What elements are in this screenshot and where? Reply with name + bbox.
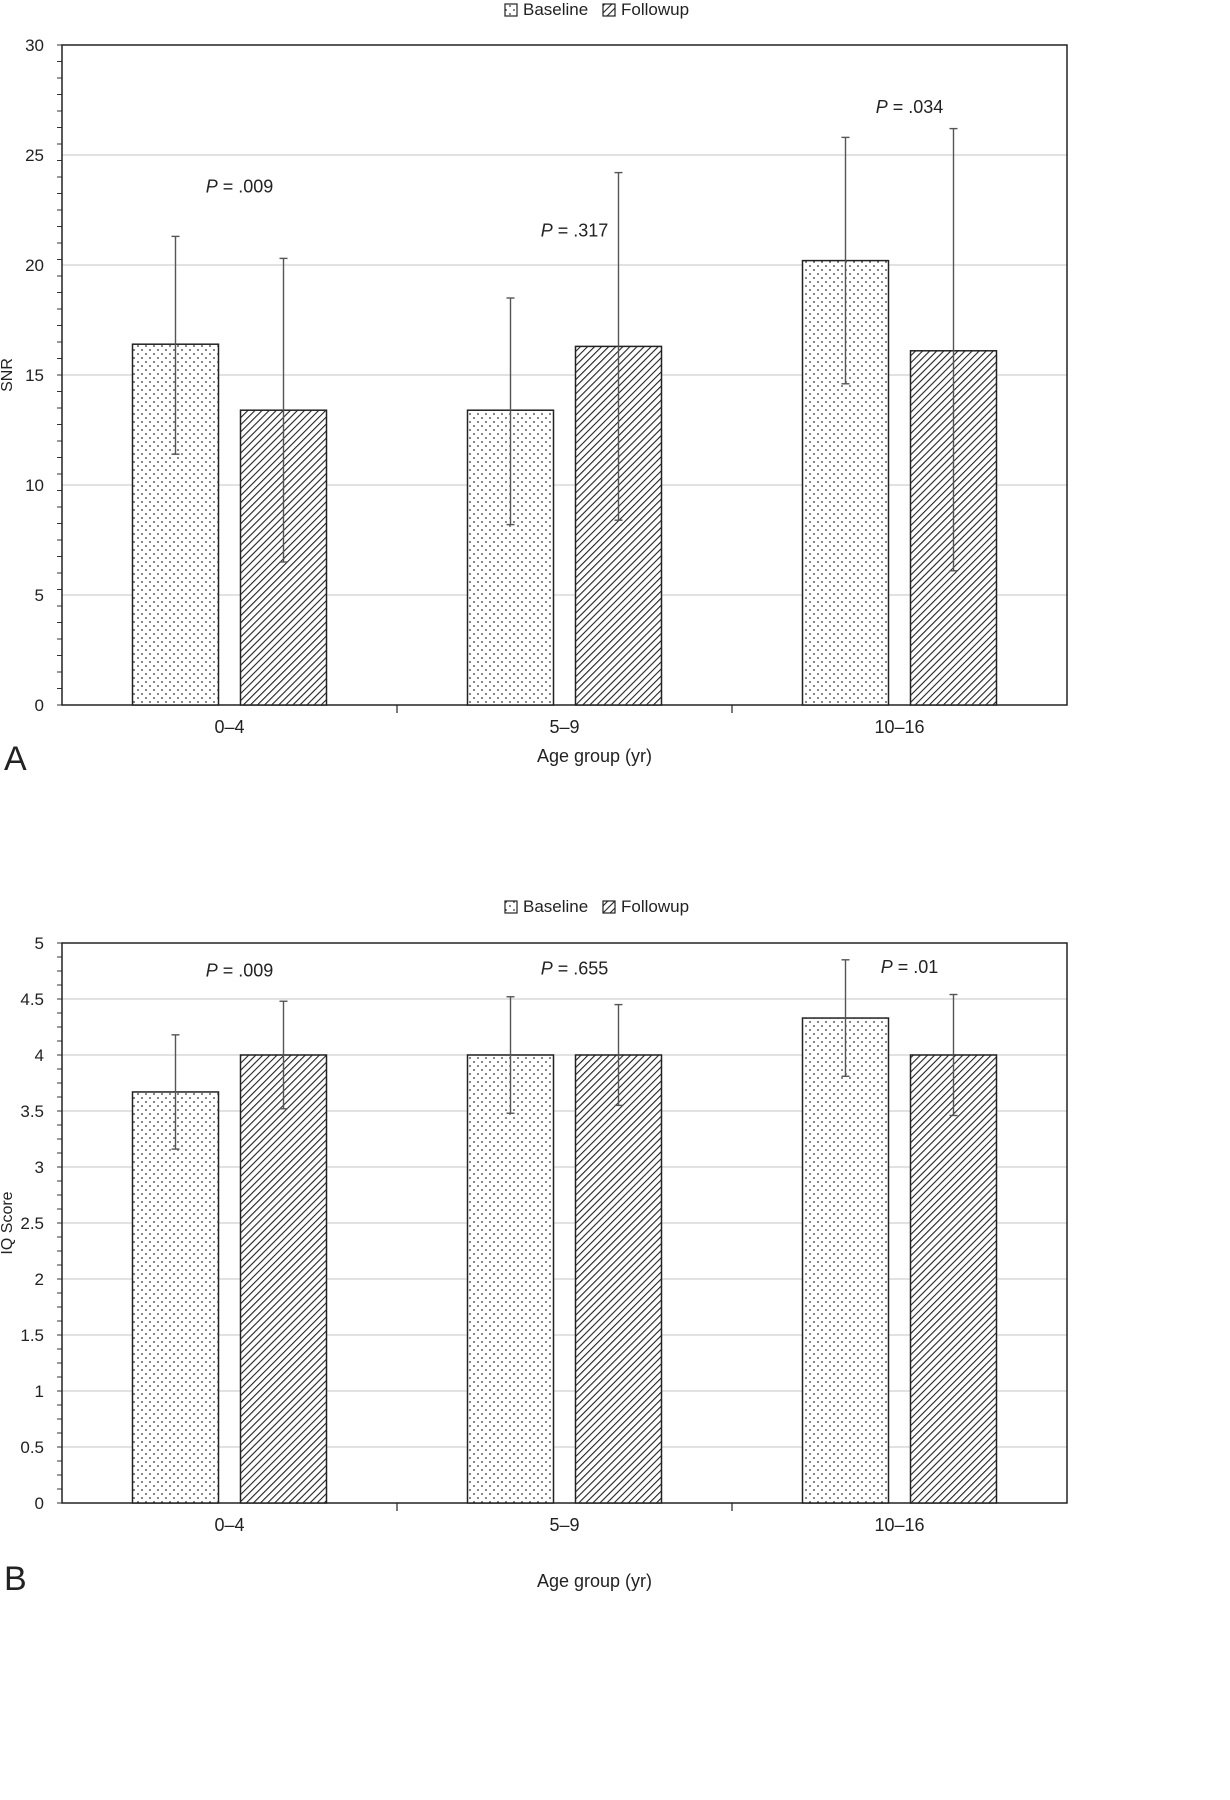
y-tick-label: 3: [35, 1158, 44, 1177]
y-tick-label: 20: [25, 256, 44, 275]
y-tick-label: 30: [25, 36, 44, 55]
legend-swatch-baseline: [504, 3, 518, 17]
bar-followup-2: [909, 1054, 998, 1504]
x-tick-label: 5–9: [549, 717, 579, 737]
chart-legend: Baseline Followup: [504, 0, 689, 19]
y-tick-label: 25: [25, 146, 44, 165]
p-value-annotation: P = .034: [876, 97, 944, 117]
y-tick-label: 4: [35, 1046, 44, 1065]
y-tick-label: 5: [35, 586, 44, 605]
x-tick-label: 10–16: [874, 717, 924, 737]
x-tick-label: 0–4: [214, 1515, 244, 1535]
chart-panel-b: 0 0.5 1 1.5 2 2.5 3 3.5 4 4.5 5 0–4 5–9 10–16 P = .009…: [0, 900, 1230, 1800]
panel-label: B: [4, 1560, 27, 1598]
chart-legend: Baseline Followup: [504, 900, 689, 916]
legend-swatch-baseline: [504, 900, 518, 914]
y-tick-label: 0: [35, 696, 44, 715]
p-value-annotation: P = .655: [541, 958, 609, 978]
y-tick-label: 4.5: [20, 990, 44, 1009]
bar-baseline-1: [466, 1054, 555, 1504]
y-tick-label: 1: [35, 1382, 44, 1401]
y-tick-label: 2: [35, 1270, 44, 1289]
x-tick-label: 0–4: [214, 717, 244, 737]
plot-area: [61, 44, 1068, 706]
x-axis-title: Age group (yr): [537, 746, 652, 766]
y-tick-label: 0: [35, 1494, 44, 1513]
plot-area: [61, 942, 1068, 1504]
legend-swatch-followup: [602, 3, 616, 17]
bar-chart-svg: 0 5 10 15 20 25 30 0–4 5–9 10–16 P = .009 P = .317 P…: [0, 0, 1068, 778]
bar-followup-0: [239, 1054, 328, 1504]
legend-label-baseline: Baseline: [523, 0, 588, 19]
bar-chart-svg: 0 0.5 1 1.5 2 2.5 3 3.5 4 4.5 5 0–4 5–9 10–16 P = .009…: [0, 900, 1068, 1598]
panel-label: A: [4, 740, 27, 778]
p-value-annotation: P = .317: [541, 220, 609, 240]
p-value-annotation: P = .01: [881, 957, 939, 977]
y-axis-title: SNR: [0, 358, 16, 392]
y-axis-title: IQ Score: [0, 1191, 16, 1254]
bar-baseline-2: [801, 1017, 890, 1504]
y-tick-label: 2.5: [20, 1214, 44, 1233]
legend-swatch-followup: [602, 900, 616, 914]
bar-baseline-0: [131, 1091, 220, 1504]
y-tick-label: 5: [35, 934, 44, 953]
p-value-annotation: P = .009: [206, 176, 274, 196]
legend-label-followup: Followup: [621, 900, 689, 916]
chart-panel-a: 0 5 10 15 20 25 30 0–4 5–9 10–16 P = .009 P = .317 P…: [0, 0, 1068, 778]
y-tick-label: 3.5: [20, 1102, 44, 1121]
x-tick-label: 5–9: [549, 1515, 579, 1535]
y-tick-label: 1.5: [20, 1326, 44, 1345]
bar-followup-1: [574, 1054, 663, 1504]
y-tick-label: 10: [25, 476, 44, 495]
legend-label-baseline: Baseline: [523, 900, 588, 916]
y-tick-label: 15: [25, 366, 44, 385]
x-axis-title: Age group (yr): [537, 1571, 652, 1591]
legend-label-followup: Followup: [621, 0, 689, 19]
x-tick-label: 10–16: [874, 1515, 924, 1535]
p-value-annotation: P = .009: [206, 961, 274, 981]
y-tick-label: 0.5: [20, 1438, 44, 1457]
